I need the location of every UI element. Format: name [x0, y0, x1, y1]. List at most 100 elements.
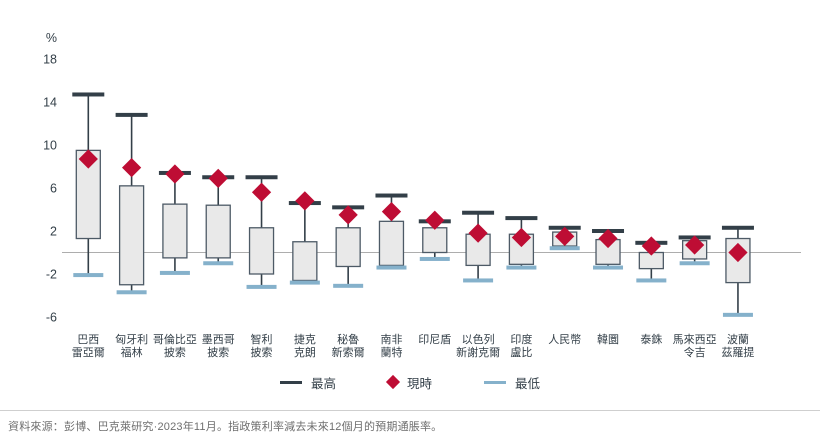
- low-cap: [636, 278, 667, 283]
- x-axis-label: 巴西: [77, 334, 99, 346]
- x-axis-label: 南非: [380, 333, 402, 346]
- y-axis-tick: 2: [50, 225, 57, 239]
- current-diamond: [251, 182, 272, 202]
- high-cap: [115, 112, 148, 117]
- x-axis-label: 智利: [251, 332, 273, 346]
- boxplot-chart: %18141062-2-6巴西雷亞爾匈牙利福林哥倫比亞披索墨西哥披索智利披索捷克…: [43, 31, 801, 359]
- low-cap: [203, 261, 234, 266]
- x-axis-label: 人民幣: [548, 333, 581, 346]
- high-cap: [375, 193, 408, 198]
- low-cap: [333, 283, 364, 288]
- current-diamond: [338, 205, 358, 225]
- low-cap: [419, 256, 450, 261]
- x-axis-label: 哥倫比亞: [153, 332, 197, 346]
- low-cap: [376, 265, 407, 270]
- current-diamond: [468, 223, 488, 243]
- x-axis-label: 披索: [164, 345, 186, 359]
- y-axis-tick: -2: [46, 268, 57, 282]
- x-axis-label: 福林: [121, 345, 143, 359]
- x-axis-label: 蘭特: [380, 345, 402, 359]
- range-box: [248, 227, 275, 275]
- y-axis-tick: -6: [46, 311, 57, 325]
- current-diamond: [295, 191, 315, 211]
- high-cap: [72, 92, 105, 97]
- chart-legend: 最高 現時 最低: [0, 371, 820, 393]
- x-axis-label: 捷克: [294, 332, 316, 346]
- x-axis-label: 克朗: [294, 346, 316, 359]
- x-axis-label: 披索: [207, 345, 229, 359]
- source-text: 資料來源：彭博、巴克萊研究·2023年11月。指政策利率減去未來12個月的預期通…: [8, 421, 443, 433]
- legend-label-high: 最高: [310, 376, 336, 391]
- x-axis-label: 波蘭: [727, 333, 749, 346]
- x-axis-label: 盧比: [510, 345, 532, 359]
- x-axis-label: 茲羅提: [721, 346, 754, 359]
- low-cap: [549, 246, 580, 251]
- range-box: [378, 220, 405, 267]
- y-axis-tick: 18: [43, 53, 57, 67]
- low-cap: [289, 280, 320, 285]
- current-diamond: [165, 164, 185, 184]
- x-axis-label: 印度: [510, 332, 532, 346]
- legend-item-low: 最低: [484, 373, 540, 392]
- y-axis-tick: 10: [43, 139, 57, 153]
- x-axis-label: 匈牙利: [115, 332, 148, 346]
- low-cap: [116, 290, 147, 295]
- x-axis-label: 新謝克爾: [456, 345, 500, 359]
- low-cap: [159, 270, 190, 275]
- low-cap: [506, 265, 537, 270]
- high-cap: [505, 216, 538, 221]
- x-axis-label: 披索: [251, 345, 273, 359]
- box-column: 韓圜: [592, 228, 625, 346]
- high-cap: [721, 225, 754, 230]
- low-cap: [73, 273, 104, 278]
- y-axis-unit: %: [46, 31, 57, 45]
- low-dash-icon: [484, 380, 506, 384]
- range-box: [118, 185, 145, 286]
- box-column: 人民幣: [548, 225, 581, 346]
- box-column: 印尼盾: [418, 210, 451, 346]
- high-cap: [245, 175, 278, 180]
- high-cap: [462, 210, 495, 215]
- range-box: [422, 227, 448, 254]
- x-axis-label: 墨西哥: [202, 333, 235, 346]
- x-axis-label: 秘魯: [337, 332, 359, 346]
- y-axis-tick: 14: [43, 96, 57, 110]
- legend-label-low: 最低: [515, 376, 541, 391]
- low-cap: [463, 278, 494, 283]
- box-column: 泰銖: [635, 236, 668, 346]
- x-axis-label: 以色列: [462, 332, 495, 346]
- range-box: [205, 204, 231, 259]
- low-cap: [593, 265, 624, 270]
- current-diamond: [381, 202, 402, 222]
- current-diamond: [78, 149, 98, 169]
- y-axis-tick: 6: [50, 182, 57, 196]
- x-axis-label: 雷亞爾: [72, 346, 105, 359]
- x-axis-label: 令吉: [684, 345, 706, 359]
- range-box: [162, 203, 188, 259]
- low-cap: [246, 284, 277, 289]
- range-box: [595, 238, 621, 265]
- high-dash-icon: [279, 380, 302, 384]
- x-axis-label: 馬來西亞: [673, 333, 717, 346]
- range-box: [292, 241, 318, 282]
- legend-label-current: 現時: [406, 376, 432, 391]
- current-diamond: [121, 157, 142, 178]
- x-axis-label: 印尼盾: [418, 333, 451, 346]
- low-cap: [722, 312, 753, 317]
- x-axis-label: 泰銖: [640, 332, 662, 346]
- legend-item-high: 最高: [279, 373, 336, 392]
- x-axis-label: 新索爾: [332, 345, 365, 359]
- low-cap: [679, 261, 710, 266]
